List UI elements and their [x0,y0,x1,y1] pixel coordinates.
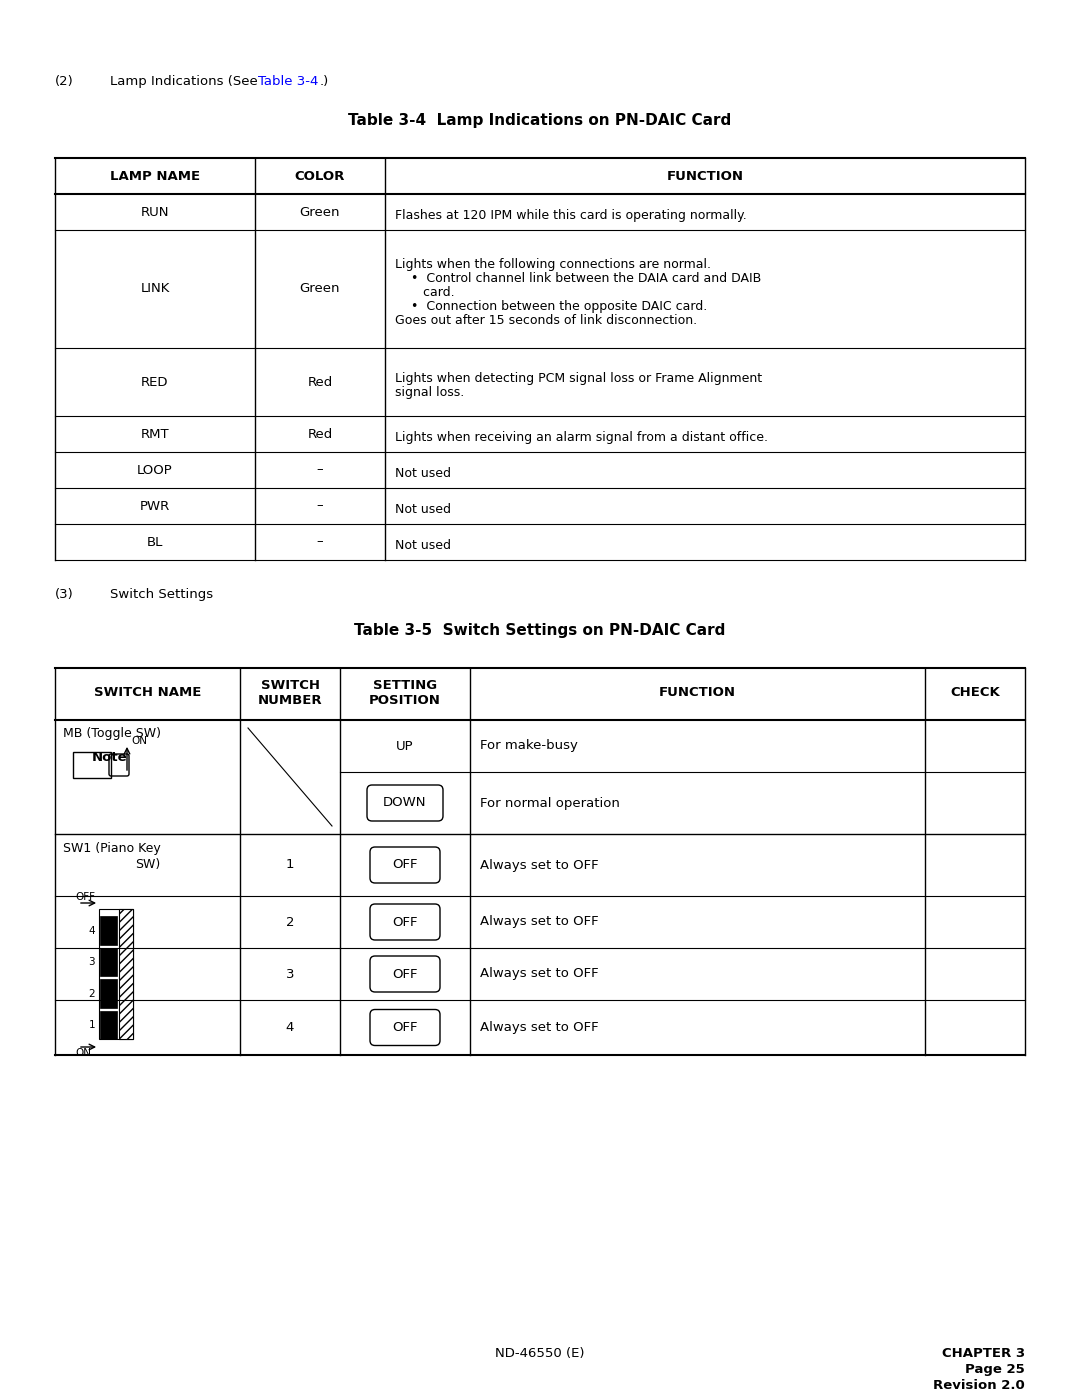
Text: Revision 2.0: Revision 2.0 [933,1379,1025,1391]
Text: Lights when the following connections are normal.: Lights when the following connections ar… [395,258,711,271]
Text: CHAPTER 3: CHAPTER 3 [942,1347,1025,1361]
Text: Note: Note [92,752,127,764]
Text: RMT: RMT [140,427,170,440]
Text: LOOP: LOOP [137,464,173,476]
Text: Switch Settings: Switch Settings [110,588,213,601]
Text: OFF: OFF [392,1021,418,1034]
Text: •  Control channel link between the DAIA card and DAIB: • Control channel link between the DAIA … [395,272,761,285]
Text: SWITCH NAME: SWITCH NAME [94,686,201,700]
Text: Always set to OFF: Always set to OFF [480,968,598,981]
Text: UP: UP [396,739,414,753]
Text: –: – [316,464,323,476]
Text: Green: Green [300,205,340,218]
Bar [99,909,133,1039]
Text: Lights when detecting PCM signal loss or Frame Alignment: Lights when detecting PCM signal loss or… [395,372,762,386]
Text: .): .) [320,75,329,88]
Text: NUMBER: NUMBER [258,694,322,707]
Text: SWITCH: SWITCH [260,679,320,692]
Text: 2: 2 [286,915,294,929]
Text: ND-46550 (E): ND-46550 (E) [496,1347,584,1361]
Text: ON: ON [131,736,147,746]
Text: 4: 4 [286,1021,294,1034]
Text: 1: 1 [286,859,294,872]
Text: POSITION: POSITION [369,694,441,707]
Text: Not used: Not used [395,503,451,515]
Text: OFF: OFF [392,915,418,929]
Text: Red: Red [308,427,333,440]
Bar [100,916,117,944]
Bar [120,909,133,1039]
Bar [100,979,117,1007]
Bar [100,947,117,977]
Text: CHECK: CHECK [950,686,1000,700]
Text: Green: Green [300,282,340,296]
Text: Lamp Indications (See: Lamp Indications (See [110,75,258,88]
Text: Always set to OFF: Always set to OFF [480,915,598,929]
Text: Table 3-5  Switch Settings on PN-DAIC Card: Table 3-5 Switch Settings on PN-DAIC Car… [354,623,726,638]
Text: COLOR: COLOR [295,169,346,183]
Text: For normal operation: For normal operation [480,796,620,809]
Text: (2): (2) [55,75,73,88]
Text: RUN: RUN [140,205,170,218]
Text: ON: ON [75,1048,91,1058]
Text: Table 3-4  Lamp Indications on PN-DAIC Card: Table 3-4 Lamp Indications on PN-DAIC Ca… [349,113,731,129]
Text: LAMP NAME: LAMP NAME [110,169,200,183]
Text: DOWN: DOWN [383,796,427,809]
Text: MB (Toggle SW): MB (Toggle SW) [63,726,161,740]
Text: SW1 (Piano Key: SW1 (Piano Key [63,842,161,855]
Text: BL: BL [147,535,163,549]
Text: Red: Red [308,376,333,388]
Text: FUNCTION: FUNCTION [659,686,735,700]
Text: Always set to OFF: Always set to OFF [480,1021,598,1034]
Text: 1: 1 [89,1020,95,1030]
Text: signal loss.: signal loss. [395,386,464,400]
Text: RED: RED [141,376,168,388]
Text: PWR: PWR [140,500,171,513]
Text: card.: card. [395,286,455,299]
Text: OFF: OFF [392,859,418,872]
Text: LINK: LINK [140,282,170,296]
Text: OFF: OFF [392,968,418,981]
Text: Not used: Not used [395,467,451,481]
Text: OFF: OFF [75,893,95,902]
Text: Not used: Not used [395,539,451,552]
Text: SW): SW) [135,858,160,870]
Text: Goes out after 15 seconds of link disconnection.: Goes out after 15 seconds of link discon… [395,314,697,327]
Text: FUNCTION: FUNCTION [666,169,743,183]
Bar [100,1010,117,1039]
Bar [73,752,111,778]
Text: Table 3-4: Table 3-4 [258,75,319,88]
Text: 2: 2 [89,989,95,999]
Text: –: – [316,535,323,549]
Text: 3: 3 [286,968,294,981]
Text: 4: 4 [89,926,95,936]
Text: 3: 3 [89,957,95,967]
Text: •  Connection between the opposite DAIC card.: • Connection between the opposite DAIC c… [395,300,707,313]
Text: (3): (3) [55,588,73,601]
Text: Page 25: Page 25 [966,1363,1025,1376]
Text: Always set to OFF: Always set to OFF [480,859,598,872]
Text: SETTING: SETTING [373,679,437,692]
Text: For make-busy: For make-busy [480,739,578,753]
Text: Lights when receiving an alarm signal from a distant office.: Lights when receiving an alarm signal fr… [395,432,768,444]
Text: –: – [316,500,323,513]
Text: Flashes at 120 IPM while this card is operating normally.: Flashes at 120 IPM while this card is op… [395,210,746,222]
